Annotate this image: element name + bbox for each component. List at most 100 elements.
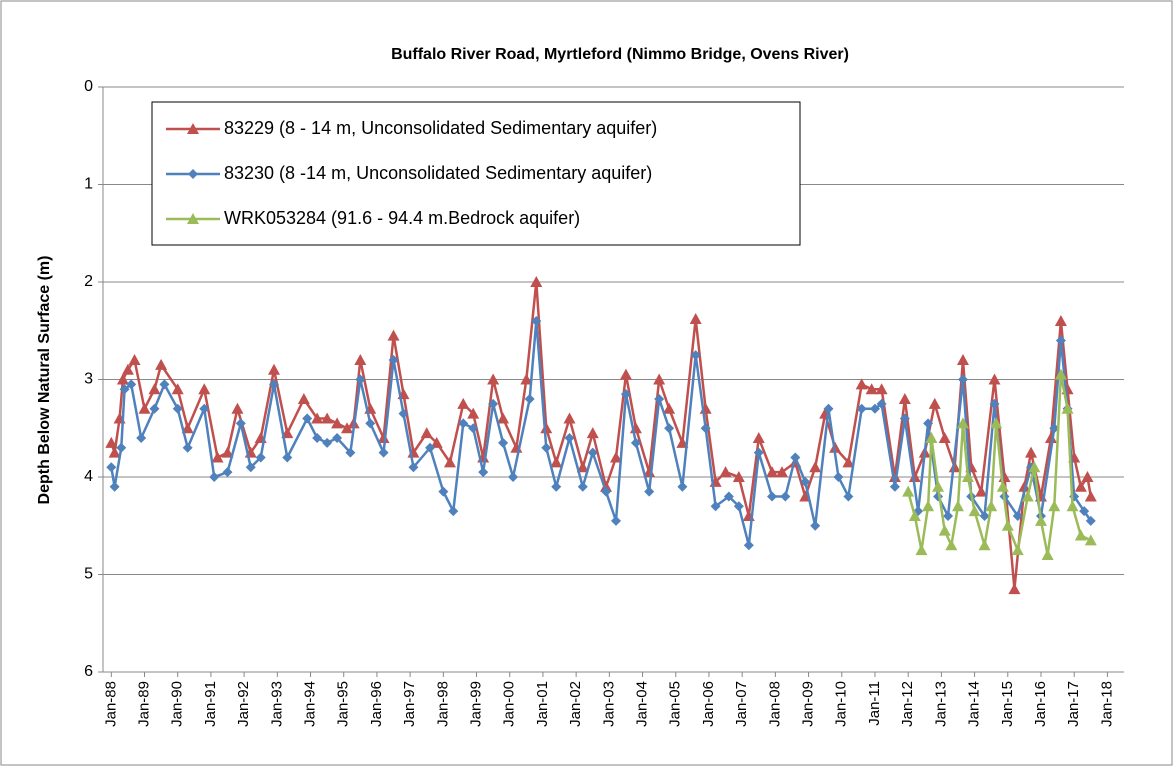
data-point [438, 486, 449, 497]
x-tick-label: Jan-94 [301, 681, 318, 727]
data-point [1061, 402, 1074, 414]
data-point [1049, 423, 1060, 434]
data-point [211, 451, 224, 463]
data-point [155, 358, 168, 370]
data-point [116, 373, 129, 385]
data-point [1018, 480, 1031, 492]
data-point [932, 480, 945, 492]
legend-marker [187, 213, 199, 224]
data-point [149, 403, 160, 414]
data-point [508, 472, 519, 482]
data-point [172, 403, 183, 414]
data-point [630, 437, 641, 448]
data-point [1074, 529, 1087, 541]
data-point [1084, 490, 1097, 502]
data-point [387, 329, 400, 341]
data-point [488, 398, 499, 409]
data-point [487, 373, 500, 385]
y-tick-label: 1 [84, 176, 93, 193]
x-tick-label: Jan-08 [766, 681, 783, 727]
legend-label: WRK053284 (91.6 - 94.4 m.Bedrock aquifer… [224, 208, 580, 228]
data-point [425, 442, 436, 453]
data-point [719, 466, 732, 478]
data-point [408, 462, 419, 473]
data-point [723, 491, 734, 502]
data-point [198, 383, 211, 395]
data-point [138, 402, 151, 414]
y-tick-label: 4 [84, 468, 93, 485]
data-point [915, 544, 928, 556]
data-point [644, 486, 655, 497]
data-point [106, 462, 117, 473]
x-tick-label: Jan-98 [434, 681, 451, 727]
data-point [753, 447, 764, 458]
data-point [520, 373, 533, 385]
data-point [767, 491, 778, 502]
data-point [577, 481, 588, 492]
data-point [800, 476, 811, 487]
data-point [968, 505, 981, 517]
data-point [823, 403, 834, 414]
data-point [530, 276, 543, 287]
data-point [563, 412, 576, 424]
data-point [766, 466, 779, 478]
data-point [855, 378, 868, 390]
data-point [743, 540, 754, 551]
data-point [458, 418, 469, 429]
x-tick-label: Jan-10 [833, 681, 850, 727]
x-tick-label: Jan-91 [202, 681, 219, 727]
data-point [809, 461, 822, 473]
data-point [843, 491, 854, 502]
data-point [322, 437, 333, 448]
x-tick-label: Jan-13 [932, 681, 949, 727]
data-point [869, 403, 880, 414]
data-point [1025, 446, 1038, 458]
data-point [677, 481, 688, 492]
data-point [700, 423, 711, 434]
series-line [906, 374, 1092, 556]
x-tick-label: Jan-89 [135, 681, 152, 727]
data-point [524, 394, 535, 404]
data-point [988, 373, 1001, 385]
data-point [780, 491, 791, 502]
data-point [876, 398, 887, 409]
data-point [576, 461, 589, 473]
x-tick-label: Jan-04 [634, 681, 651, 727]
data-point [889, 481, 900, 492]
y-axis-label: Depth Below Natural Surface (m) [36, 256, 53, 505]
data-point [865, 383, 878, 395]
data-point [975, 485, 988, 497]
data-point [923, 418, 934, 429]
data-point [733, 501, 744, 512]
data-point [497, 412, 510, 424]
data-point [888, 471, 901, 482]
data-point [752, 432, 765, 443]
data-point [245, 462, 256, 473]
data-point [689, 313, 702, 325]
data-point [181, 422, 194, 434]
data-point [1066, 500, 1079, 512]
data-point [1034, 514, 1047, 526]
data-point [136, 433, 147, 443]
data-point [282, 452, 293, 463]
data-point [457, 397, 470, 409]
data-point [899, 413, 910, 424]
data-point [1048, 500, 1061, 512]
data-point [587, 447, 598, 458]
data-point [985, 500, 998, 512]
data-point [199, 403, 210, 414]
data-point [856, 403, 867, 414]
data-point [448, 506, 459, 517]
data-point [209, 472, 220, 482]
data-point [311, 412, 324, 424]
data-point [833, 472, 844, 482]
data-point [898, 393, 911, 404]
data-point [420, 427, 433, 439]
data-point [255, 452, 266, 463]
data-point [956, 417, 969, 429]
data-point [961, 471, 974, 482]
data-point [732, 471, 745, 482]
y-tick-label: 3 [84, 371, 93, 388]
data-point [1054, 315, 1067, 326]
data-point [365, 418, 376, 429]
